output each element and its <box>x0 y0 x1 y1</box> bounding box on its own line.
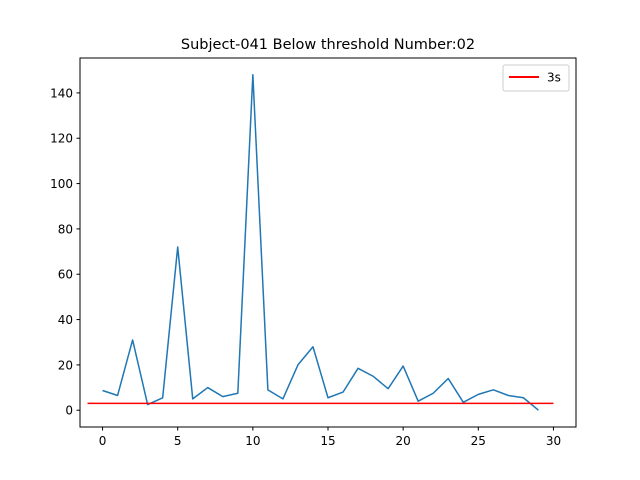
y-axis-ticks: 0 20 40 60 80 100 120 140 <box>50 86 80 418</box>
y-tick-label: 20 <box>58 358 73 372</box>
y-tick-label: 120 <box>50 132 73 146</box>
plot-area: 0 5 10 15 20 25 30 0 20 40 60 80 100 120 140 <box>50 57 577 448</box>
y-tick-label: 40 <box>58 313 73 327</box>
y-tick-label: 140 <box>50 86 73 100</box>
x-axis-ticks: 0 5 10 15 20 25 30 <box>99 427 561 448</box>
axes-frame <box>79 57 577 428</box>
x-tick-label: 30 <box>546 434 561 448</box>
y-tick-label: 60 <box>58 268 73 282</box>
legend: 3s <box>502 64 570 92</box>
x-tick-label: 10 <box>245 434 260 448</box>
y-tick-label: 0 <box>65 404 73 418</box>
y-tick-label: 100 <box>50 177 73 191</box>
series-lines <box>87 74 554 411</box>
x-tick-label: 15 <box>320 434 335 448</box>
series-line-1 <box>102 74 539 411</box>
x-tick-label: 5 <box>174 434 182 448</box>
chart-title: Subject-041 Below threshold Number:02 <box>181 37 475 53</box>
y-tick-label: 80 <box>58 222 73 236</box>
x-tick-label: 25 <box>471 434 486 448</box>
x-tick-label: 20 <box>396 434 411 448</box>
legend-label-3s: 3s <box>547 71 561 85</box>
x-tick-label: 0 <box>99 434 107 448</box>
